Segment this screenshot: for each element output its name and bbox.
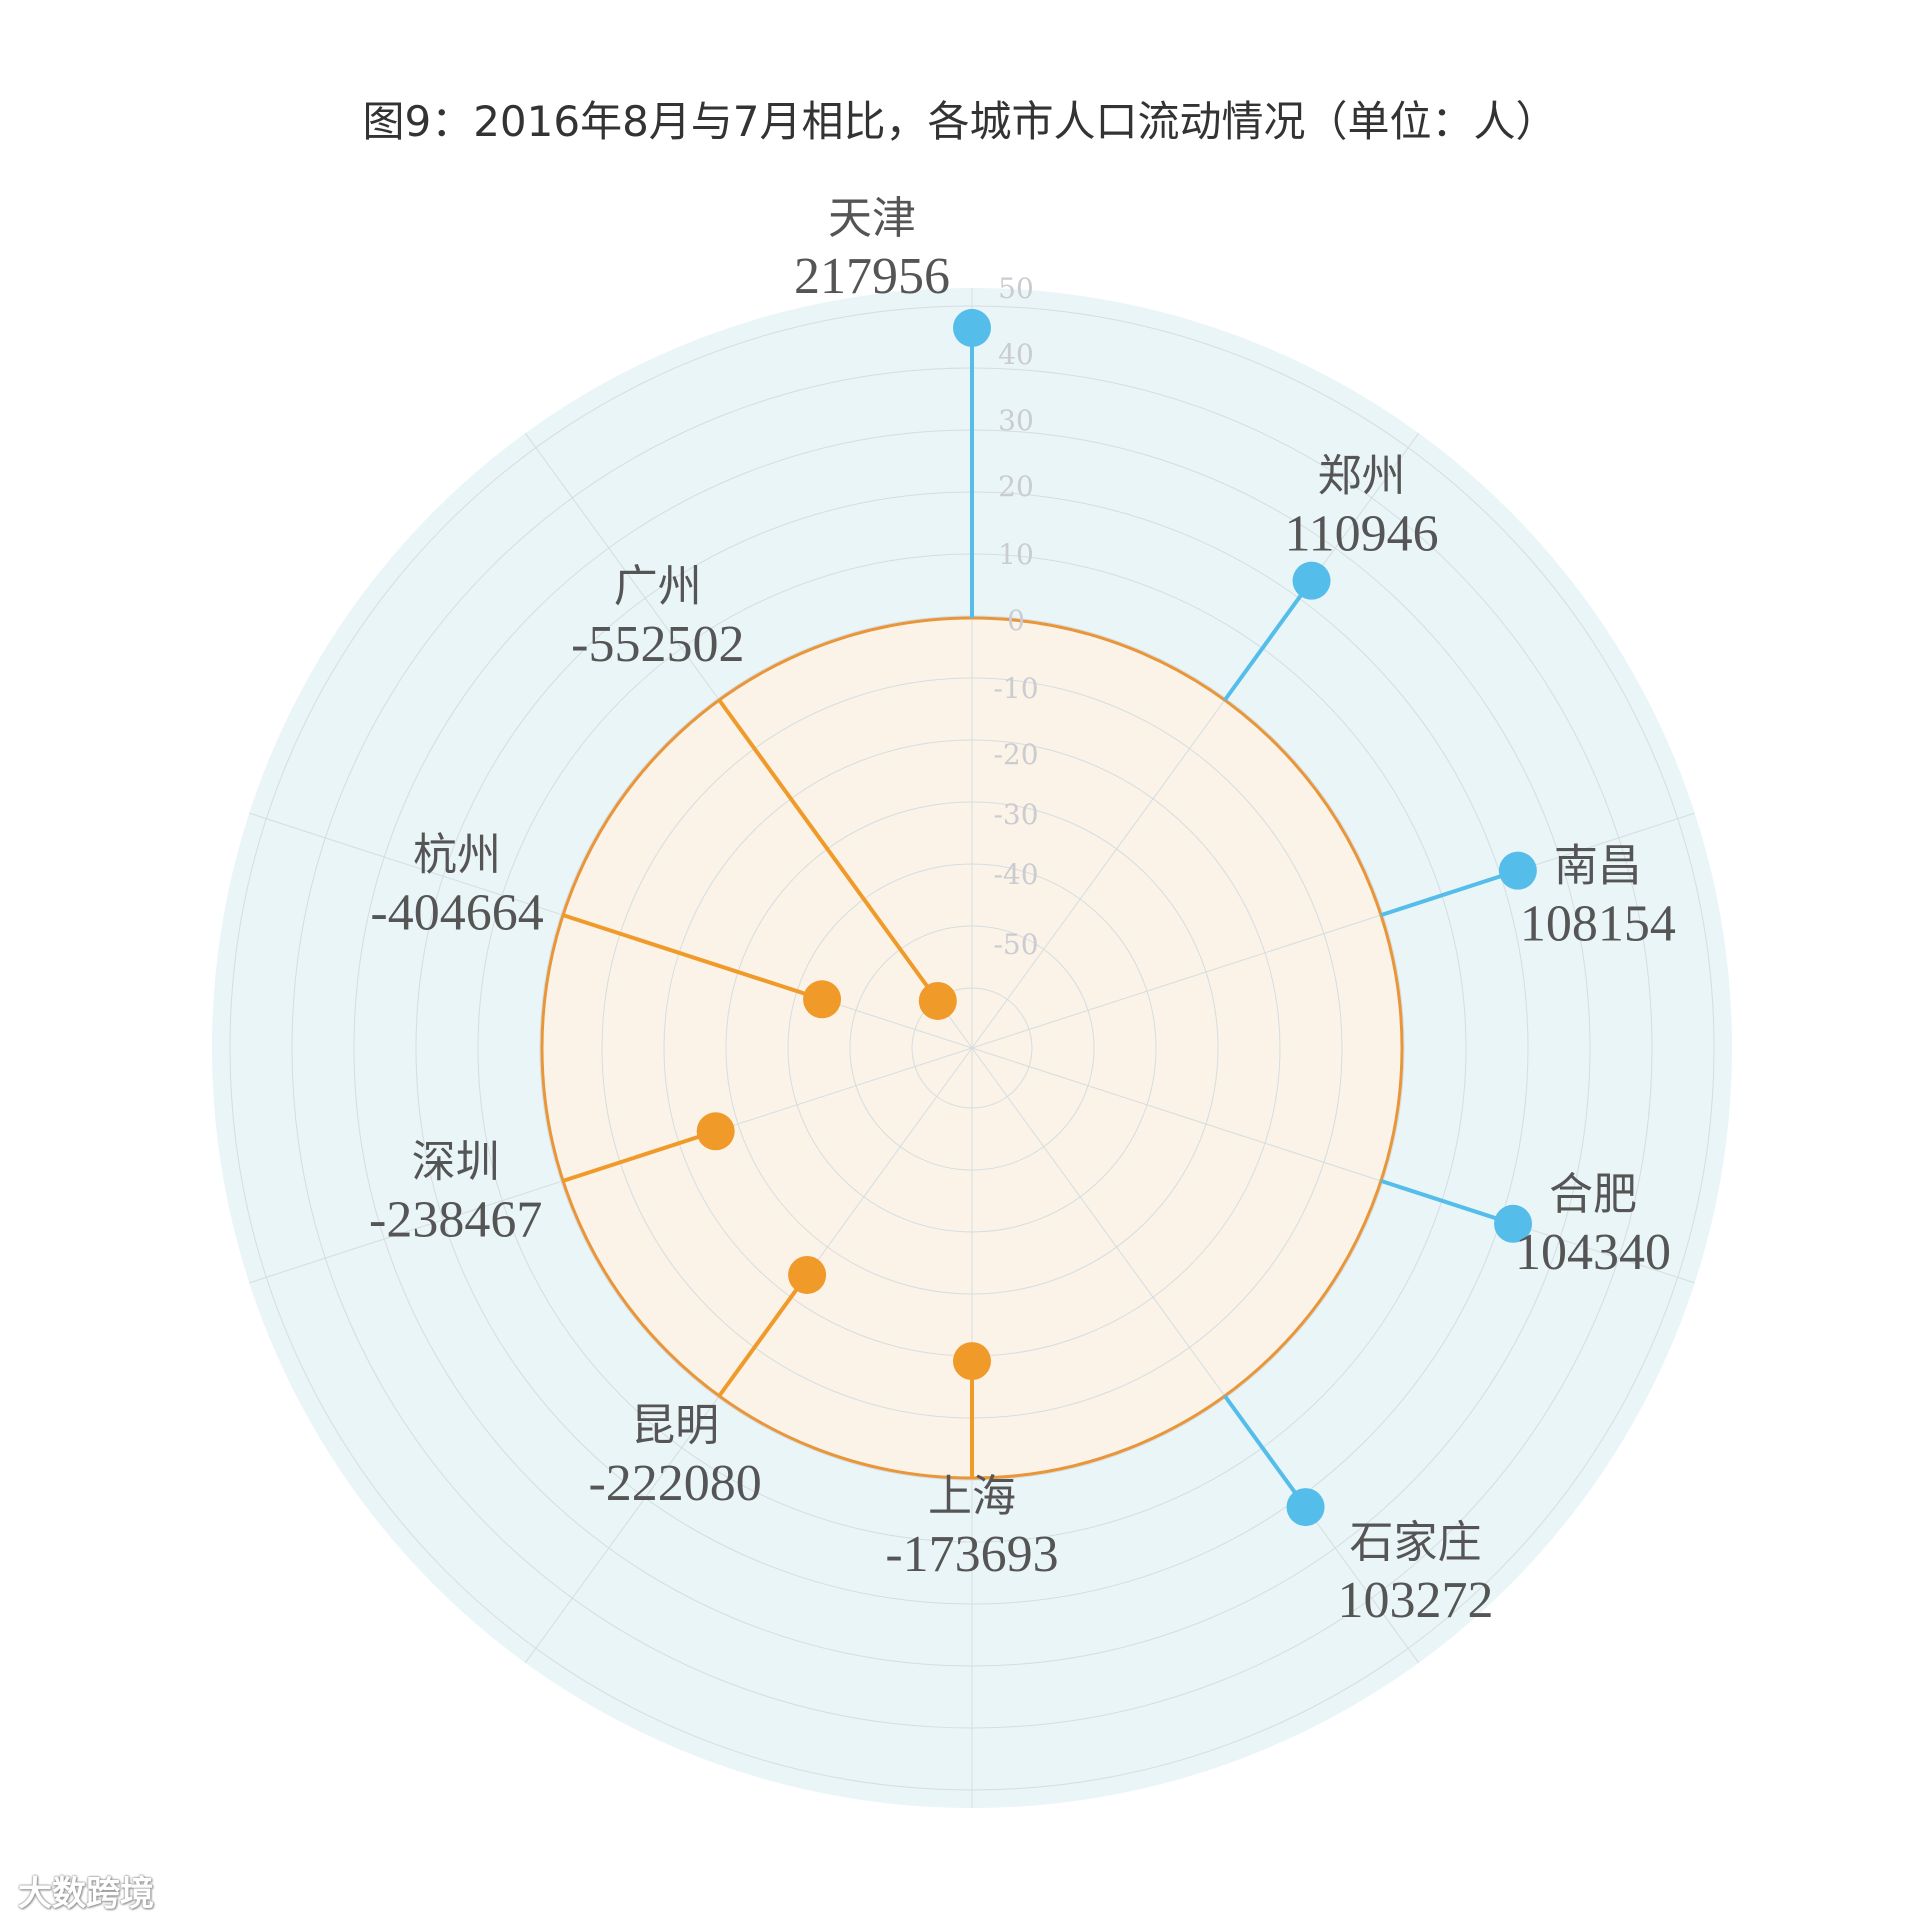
radial-tick-label: -30 bbox=[993, 798, 1038, 831]
city-value-label: 103272 bbox=[1338, 1572, 1494, 1629]
marker-郑州 bbox=[1292, 561, 1331, 600]
grid-spoke bbox=[971, 812, 1695, 1049]
city-name-label: 上海 bbox=[928, 1471, 1016, 1522]
city-name-label: 天津 bbox=[828, 193, 916, 244]
radial-tick-label: 20 bbox=[998, 470, 1034, 503]
city-value-label: -552502 bbox=[571, 616, 744, 673]
city-name-label: 郑州 bbox=[1318, 451, 1406, 502]
marker-南昌 bbox=[1498, 851, 1537, 890]
marker-深圳 bbox=[696, 1112, 735, 1151]
radial-tick-label: -20 bbox=[993, 738, 1038, 771]
marker-广州 bbox=[918, 981, 957, 1020]
grid-spoke bbox=[971, 1047, 1695, 1284]
stem-郑州 bbox=[1223, 579, 1314, 702]
city-name-label: 昆明 bbox=[631, 1400, 719, 1451]
grid-spoke bbox=[971, 432, 1420, 1049]
marker-天津 bbox=[953, 308, 991, 347]
radial-tick-label: -10 bbox=[993, 672, 1038, 705]
radial-tick-labels: 50 40 30 20 10 0 -10 -20 -30 -40 -50 bbox=[993, 272, 1038, 961]
city-value-label: 104340 bbox=[1515, 1224, 1671, 1281]
city-name-label: 杭州 bbox=[413, 829, 501, 880]
stem-合肥 bbox=[1380, 1178, 1514, 1226]
stem-石家庄 bbox=[1223, 1394, 1308, 1509]
city-value-label: -238467 bbox=[369, 1191, 542, 1248]
radial-tick-label: -40 bbox=[993, 858, 1038, 891]
marker-合肥 bbox=[1494, 1204, 1533, 1243]
grid-spoke bbox=[971, 1047, 1420, 1664]
chart-marks bbox=[562, 308, 1537, 1527]
marker-杭州 bbox=[803, 980, 842, 1019]
radial-tick-label: -50 bbox=[993, 928, 1038, 961]
stem-杭州 bbox=[562, 913, 823, 1002]
city-value-label: -222080 bbox=[588, 1455, 761, 1512]
watermark-logo: 大数跨境 bbox=[18, 1874, 154, 1914]
radial-tick-label: 30 bbox=[998, 404, 1034, 437]
city-value-label: 110946 bbox=[1285, 506, 1439, 563]
city-value-label: 217956 bbox=[794, 248, 950, 305]
city-name-label: 深圳 bbox=[412, 1136, 500, 1187]
city-value-label: -173693 bbox=[885, 1526, 1058, 1583]
stem-南昌 bbox=[1380, 868, 1519, 918]
stem-昆明 bbox=[717, 1273, 809, 1398]
radial-tick-label: 40 bbox=[998, 338, 1034, 371]
city-name-label: 石家庄 bbox=[1350, 1517, 1482, 1568]
city-value-label: -404664 bbox=[370, 884, 543, 941]
radial-tick-label: 0 bbox=[1007, 604, 1025, 637]
stem-广州 bbox=[717, 698, 940, 1003]
marker-上海 bbox=[953, 1342, 991, 1381]
radial-tick-label: 10 bbox=[998, 538, 1034, 571]
city-name-label: 广州 bbox=[614, 561, 702, 612]
city-name-label: 合肥 bbox=[1549, 1169, 1637, 1220]
stem-深圳 bbox=[562, 1129, 717, 1183]
marker-石家庄 bbox=[1286, 1488, 1325, 1527]
city-name-label: 南昌 bbox=[1554, 841, 1642, 892]
chart-title: 图9：2016年8月与7月相比，各城市人口流动情况（单位：人） bbox=[362, 97, 1558, 146]
city-value-label: 108154 bbox=[1520, 896, 1676, 953]
marker-昆明 bbox=[788, 1255, 827, 1294]
radial-tick-label: 50 bbox=[998, 272, 1034, 305]
